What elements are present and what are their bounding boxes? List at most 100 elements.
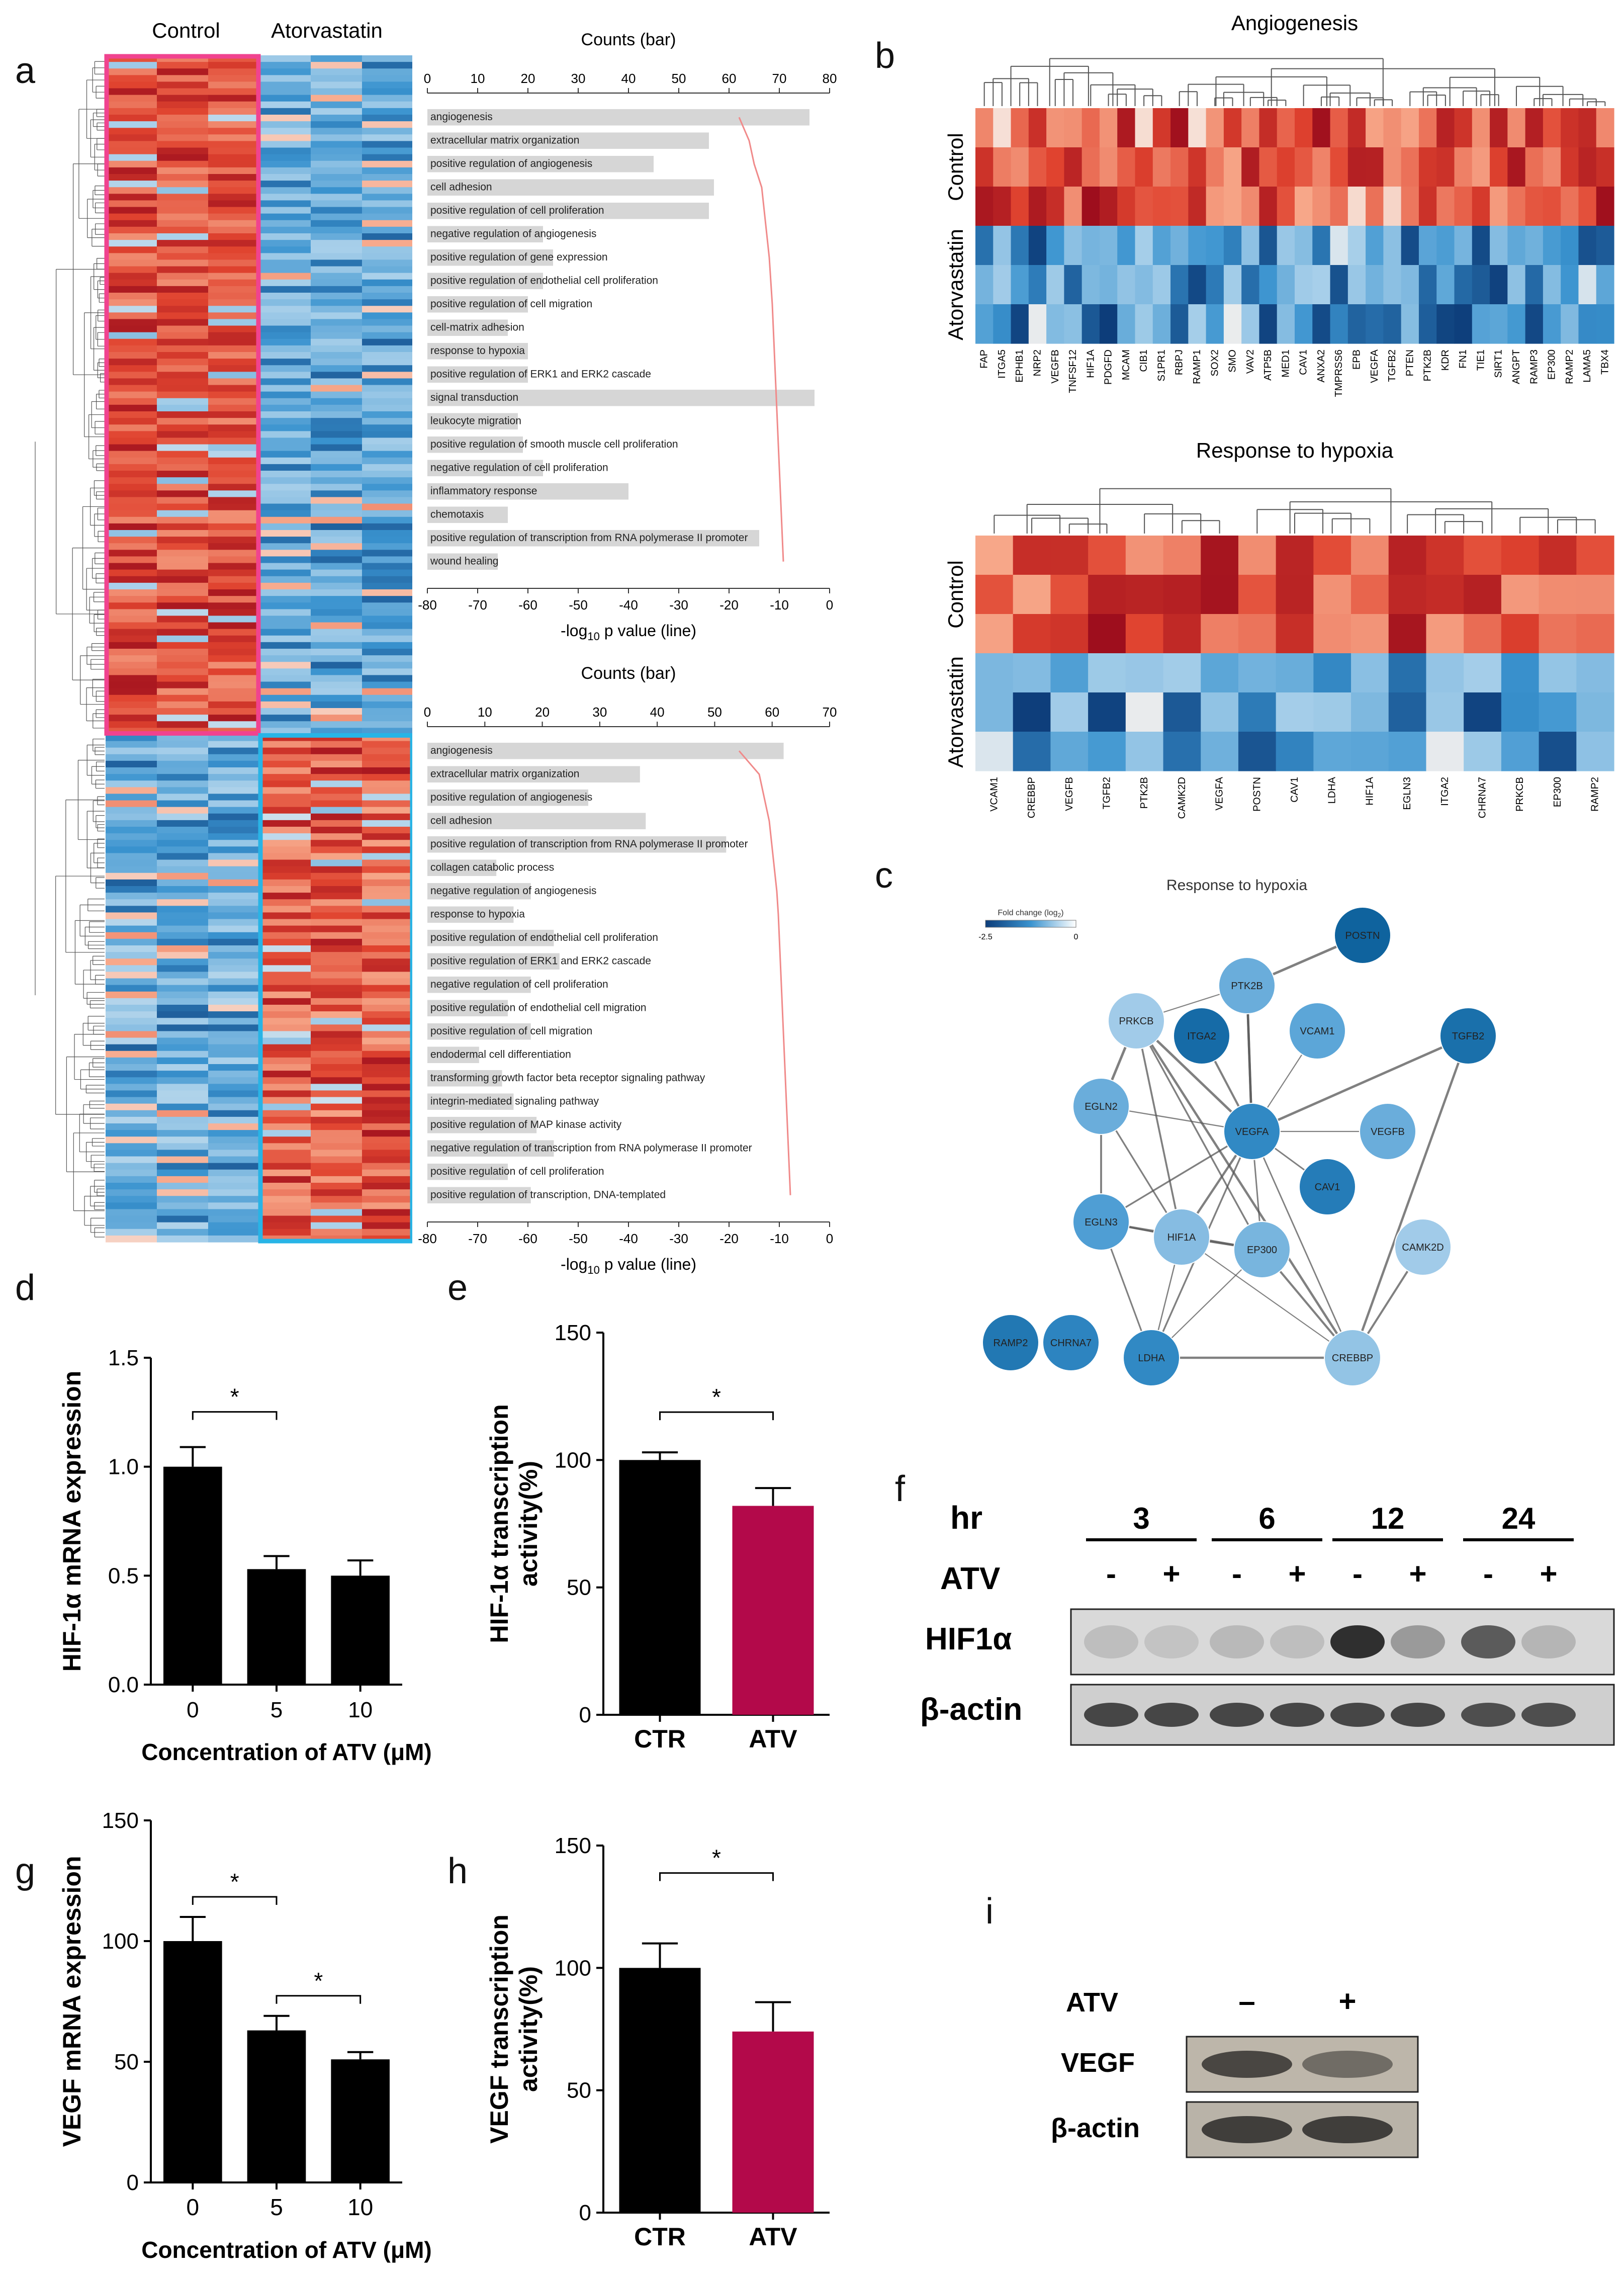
bar-x-tick-label: CTR [634, 1725, 686, 1753]
heatmap-cell [975, 108, 994, 148]
heatmap-a-cell [208, 1064, 259, 1071]
heatmap-a-cell [259, 385, 311, 392]
heatmap-a-cell [157, 681, 208, 689]
heatmap-a-cell [259, 1150, 311, 1157]
heatmap-a-cell [157, 154, 208, 161]
heatmap-cell [1501, 692, 1540, 732]
heatmap-cell [1472, 187, 1490, 226]
network-legend-tick: -2.5 [978, 933, 993, 941]
heatmap-a-cell [106, 372, 157, 379]
heatmap-a-cell [106, 1196, 157, 1203]
heatmap-a-cell [259, 484, 311, 491]
heatmap-cell [1238, 614, 1277, 654]
heatmap-cell [1125, 575, 1164, 615]
heatmap-a-cell [106, 866, 157, 873]
heatmap-cell [1436, 265, 1455, 305]
heatmap-a-cell [362, 622, 412, 630]
go-pvalue-line [738, 117, 784, 562]
heatmap-a-cell [208, 424, 259, 431]
bar-y-tick-label: 0.5 [108, 1563, 139, 1588]
heatmap-a-cell [157, 352, 208, 359]
heatmap-a-cell [311, 978, 362, 986]
heatmap-a-cell [208, 1222, 259, 1230]
heatmap-a-cell [259, 220, 311, 227]
heatmap-a-cell [208, 1209, 259, 1216]
heatmap-cell [1426, 614, 1464, 654]
heatmap-cell [1277, 147, 1295, 187]
heatmap-a-cell [106, 464, 157, 471]
blot-f-actin-band [1144, 1703, 1199, 1727]
network-node-label: PRKCB [1119, 1016, 1154, 1027]
heatmap-cell [1088, 575, 1126, 615]
heatmap-a-cell [208, 1044, 259, 1052]
go-category-label: positive regulation of endothelial cell … [430, 932, 658, 943]
heatmap-a-cell [259, 279, 311, 287]
heatmap-a-cell [311, 754, 362, 761]
heatmap-a-cell [106, 906, 157, 913]
heatmap-cell [1152, 226, 1171, 266]
heatmap-cell [1259, 226, 1278, 266]
heatmap-a-cell [362, 1057, 412, 1065]
go-category-label: extracellular matrix organization [430, 768, 579, 779]
heatmap-a-dendrogram [35, 61, 105, 1238]
heatmap-cell [1490, 147, 1508, 187]
heatmap-a-cell [157, 1215, 208, 1223]
heatmap-a-cell [362, 582, 412, 590]
heatmap-a-cell [311, 128, 362, 135]
network-node-label: POSTN [1345, 930, 1380, 941]
heatmap-a-cell [106, 484, 157, 491]
go-bar [427, 742, 784, 759]
blot-f-sign: - [1483, 1557, 1493, 1591]
heatmap-a-cell [259, 345, 311, 353]
heatmap-gene-label: VEGFA [1214, 776, 1225, 810]
heatmap-a-cell [362, 62, 412, 69]
heatmap-a-cell [362, 530, 412, 537]
heatmap-a-cell [259, 1077, 311, 1084]
heatmap-a-cell [208, 345, 259, 353]
go-bottom-tick-label: -40 [619, 1231, 638, 1246]
heatmap-a-cell [259, 437, 311, 445]
heatmap-a-cell [157, 1156, 208, 1164]
heatmap-a-cell [362, 1222, 412, 1230]
heatmap-a-cell [157, 1024, 208, 1032]
heatmap-a-cell [208, 760, 259, 768]
go-bar [427, 1070, 502, 1087]
network-legend-title: Fold change (log2) [998, 909, 1063, 919]
heatmap-a-cell [362, 675, 412, 682]
heatmap-a-cell [259, 813, 311, 821]
go-category-label: positive regulation of ERK1 and ERK2 cas… [430, 368, 651, 380]
heatmap-a-cell [362, 88, 412, 96]
heatmap-a-cell [157, 794, 208, 801]
heatmap-a-cell [259, 866, 311, 873]
heatmap-a-cell [106, 1024, 157, 1032]
heatmap-a-cell [157, 174, 208, 181]
heatmap-a-cell [157, 747, 208, 755]
go-bottom-axis-label: -log10 p value (line) [561, 1255, 696, 1276]
heatmap-cell [993, 304, 1012, 344]
heatmap-a-cell [157, 332, 208, 339]
heatmap-a-cell [362, 609, 412, 617]
heatmap-cell [1490, 304, 1508, 344]
heatmap-a-cell [362, 1097, 412, 1104]
heatmap-a-cell [362, 181, 412, 188]
bar-x-tick-label: 5 [270, 2194, 283, 2220]
heatmap-cell [1543, 187, 1561, 226]
heatmap-a-cell [157, 418, 208, 425]
heatmap-a-cell [106, 602, 157, 609]
heatmap-cell [1383, 304, 1402, 344]
heatmap-cell [1596, 304, 1614, 344]
heatmap-a-cell [208, 181, 259, 188]
go-bar [427, 953, 560, 970]
heatmap-gene-label: HIF1A [1364, 776, 1375, 805]
heatmap-a-cell [311, 181, 362, 188]
heatmap-a-cell [157, 293, 208, 300]
heatmap-a-cell [208, 81, 259, 89]
heatmap-a-cell [106, 853, 157, 860]
heatmap-a-cell [259, 728, 311, 735]
heatmap-a-cell [311, 1163, 362, 1170]
heatmap-a-cell [208, 530, 259, 537]
heatmap-a-cell [106, 556, 157, 564]
bar-significance-label: * [712, 1384, 721, 1410]
heatmap-a-cell [259, 391, 311, 399]
